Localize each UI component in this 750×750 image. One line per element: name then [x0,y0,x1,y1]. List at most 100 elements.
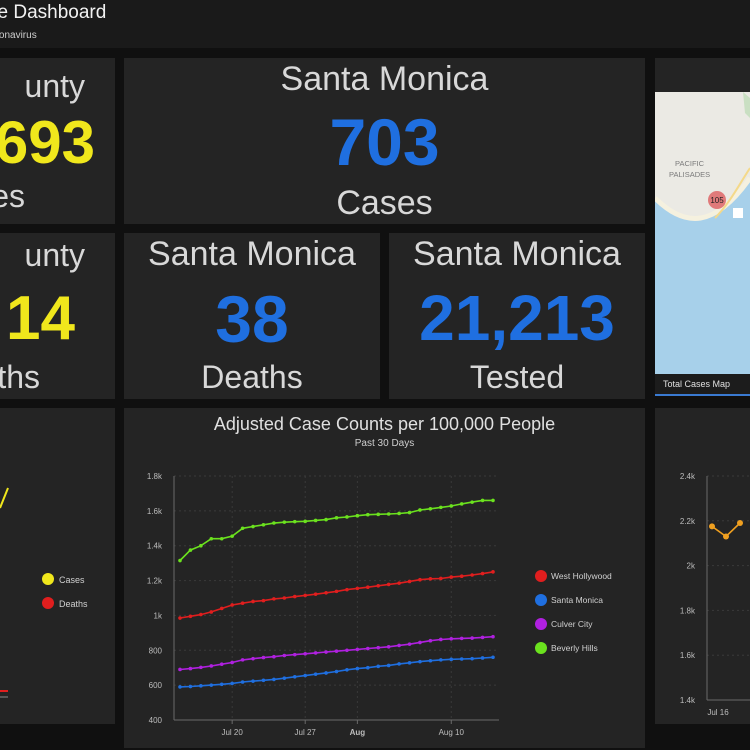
data-point[interactable] [199,612,203,617]
data-point[interactable] [345,648,349,653]
data-point[interactable] [491,570,495,574]
data-point[interactable] [272,654,276,659]
data-point[interactable] [209,683,214,687]
data-point[interactable] [491,498,495,503]
data-point[interactable] [459,502,464,506]
data-point[interactable] [480,635,485,640]
data-point[interactable] [491,634,495,639]
data-point[interactable] [397,511,401,516]
data-point[interactable] [219,606,224,611]
legend-label[interactable]: Culver City [551,619,593,629]
data-point[interactable] [459,657,464,661]
data-point[interactable] [334,516,339,520]
data-point[interactable] [709,523,715,530]
data-point[interactable] [407,642,412,646]
data-point[interactable] [397,662,401,666]
data-point[interactable] [272,597,276,601]
data-point[interactable] [345,668,349,672]
data-point[interactable] [219,536,224,541]
data-point[interactable] [209,664,214,668]
legend-label[interactable]: Beverly Hills [551,643,598,653]
data-point[interactable] [178,616,182,620]
data-point[interactable] [428,506,433,511]
data-point[interactable] [188,666,193,671]
data-point[interactable] [209,610,214,614]
data-point[interactable] [199,543,203,548]
data-point[interactable] [376,512,381,517]
data-point[interactable] [251,679,255,683]
data-point[interactable] [303,651,307,656]
data-point[interactable] [345,587,349,592]
data-point[interactable] [282,653,287,658]
map-panel[interactable]: PACIFIC PALISADES 105 [655,58,750,374]
data-point[interactable] [219,662,224,667]
data-point[interactable] [178,667,182,672]
data-point[interactable] [480,498,485,503]
data-point[interactable] [449,575,454,579]
data-point[interactable] [261,598,266,603]
data-point[interactable] [313,651,318,655]
data-point[interactable] [407,510,412,515]
data-point[interactable] [313,592,318,596]
data-point[interactable] [251,524,255,529]
data-point[interactable] [366,585,370,589]
data-point[interactable] [470,573,474,577]
data-point[interactable] [272,677,276,682]
data-point[interactable] [272,521,276,525]
data-point[interactable] [480,656,485,660]
data-point[interactable] [428,658,433,663]
data-point[interactable] [407,661,412,665]
data-point[interactable] [240,658,245,662]
data-point[interactable] [459,574,464,579]
data-point[interactable] [240,680,245,684]
data-point[interactable] [188,548,193,552]
legend-swatch[interactable] [535,570,547,582]
data-point[interactable] [418,508,422,512]
data-point[interactable] [439,576,443,581]
data-point[interactable] [439,637,443,642]
data-point[interactable] [178,685,182,689]
data-point[interactable] [188,614,193,619]
data-point[interactable] [188,684,193,689]
data-point[interactable] [303,673,307,678]
data-point[interactable] [324,671,328,675]
data-point[interactable] [261,678,266,683]
data-point[interactable] [491,655,495,660]
data-point[interactable] [230,603,234,607]
data-point[interactable] [428,638,433,643]
data-point[interactable] [199,684,203,688]
map-tab-total-cases[interactable]: Total Cases Map [663,379,731,389]
data-point[interactable] [313,518,318,523]
data-point[interactable] [178,558,182,563]
data-point[interactable] [407,579,412,584]
data-point[interactable] [292,652,297,657]
data-point[interactable] [219,682,224,687]
data-point[interactable] [324,590,328,595]
data-point[interactable] [355,647,360,652]
data-point[interactable] [418,640,422,645]
data-point[interactable] [439,658,443,662]
data-point[interactable] [292,519,297,524]
data-point[interactable] [230,681,234,686]
data-point[interactable] [397,581,401,585]
data-point[interactable] [459,636,464,641]
data-point[interactable] [386,512,391,516]
data-point[interactable] [209,536,214,541]
data-point[interactable] [240,601,245,606]
data-point[interactable] [737,520,743,527]
data-point[interactable] [355,513,360,518]
data-point[interactable] [366,646,370,651]
data-point[interactable] [428,577,433,581]
data-point[interactable] [261,523,266,527]
data-point[interactable] [251,599,255,604]
data-point[interactable] [376,584,381,588]
data-point[interactable] [366,512,370,517]
data-point[interactable] [199,665,203,670]
legend-swatch[interactable] [535,594,547,606]
data-point[interactable] [376,645,381,650]
data-point[interactable] [282,676,287,680]
data-point[interactable] [292,674,297,679]
data-point[interactable] [439,505,443,510]
data-point[interactable] [282,520,287,524]
legend-swatch[interactable] [535,618,547,630]
